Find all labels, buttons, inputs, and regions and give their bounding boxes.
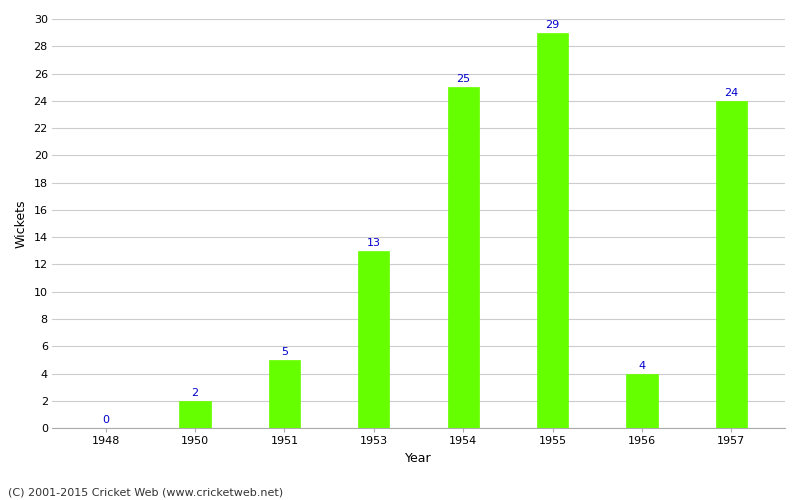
Bar [179, 401, 210, 428]
Text: 29: 29 [546, 20, 560, 30]
X-axis label: Year: Year [405, 452, 432, 465]
Y-axis label: Wickets: Wickets [15, 200, 28, 248]
Text: 4: 4 [638, 361, 646, 371]
Bar [447, 87, 479, 428]
Text: 25: 25 [456, 74, 470, 85]
Bar [269, 360, 300, 428]
Text: 13: 13 [366, 238, 381, 248]
Bar [716, 101, 747, 428]
Bar [358, 251, 390, 428]
Text: 24: 24 [724, 88, 738, 98]
Text: 5: 5 [281, 347, 288, 357]
Bar [626, 374, 658, 428]
Text: (C) 2001-2015 Cricket Web (www.cricketweb.net): (C) 2001-2015 Cricket Web (www.cricketwe… [8, 488, 283, 498]
Text: 0: 0 [102, 416, 109, 426]
Bar [537, 32, 568, 428]
Text: 2: 2 [191, 388, 198, 398]
